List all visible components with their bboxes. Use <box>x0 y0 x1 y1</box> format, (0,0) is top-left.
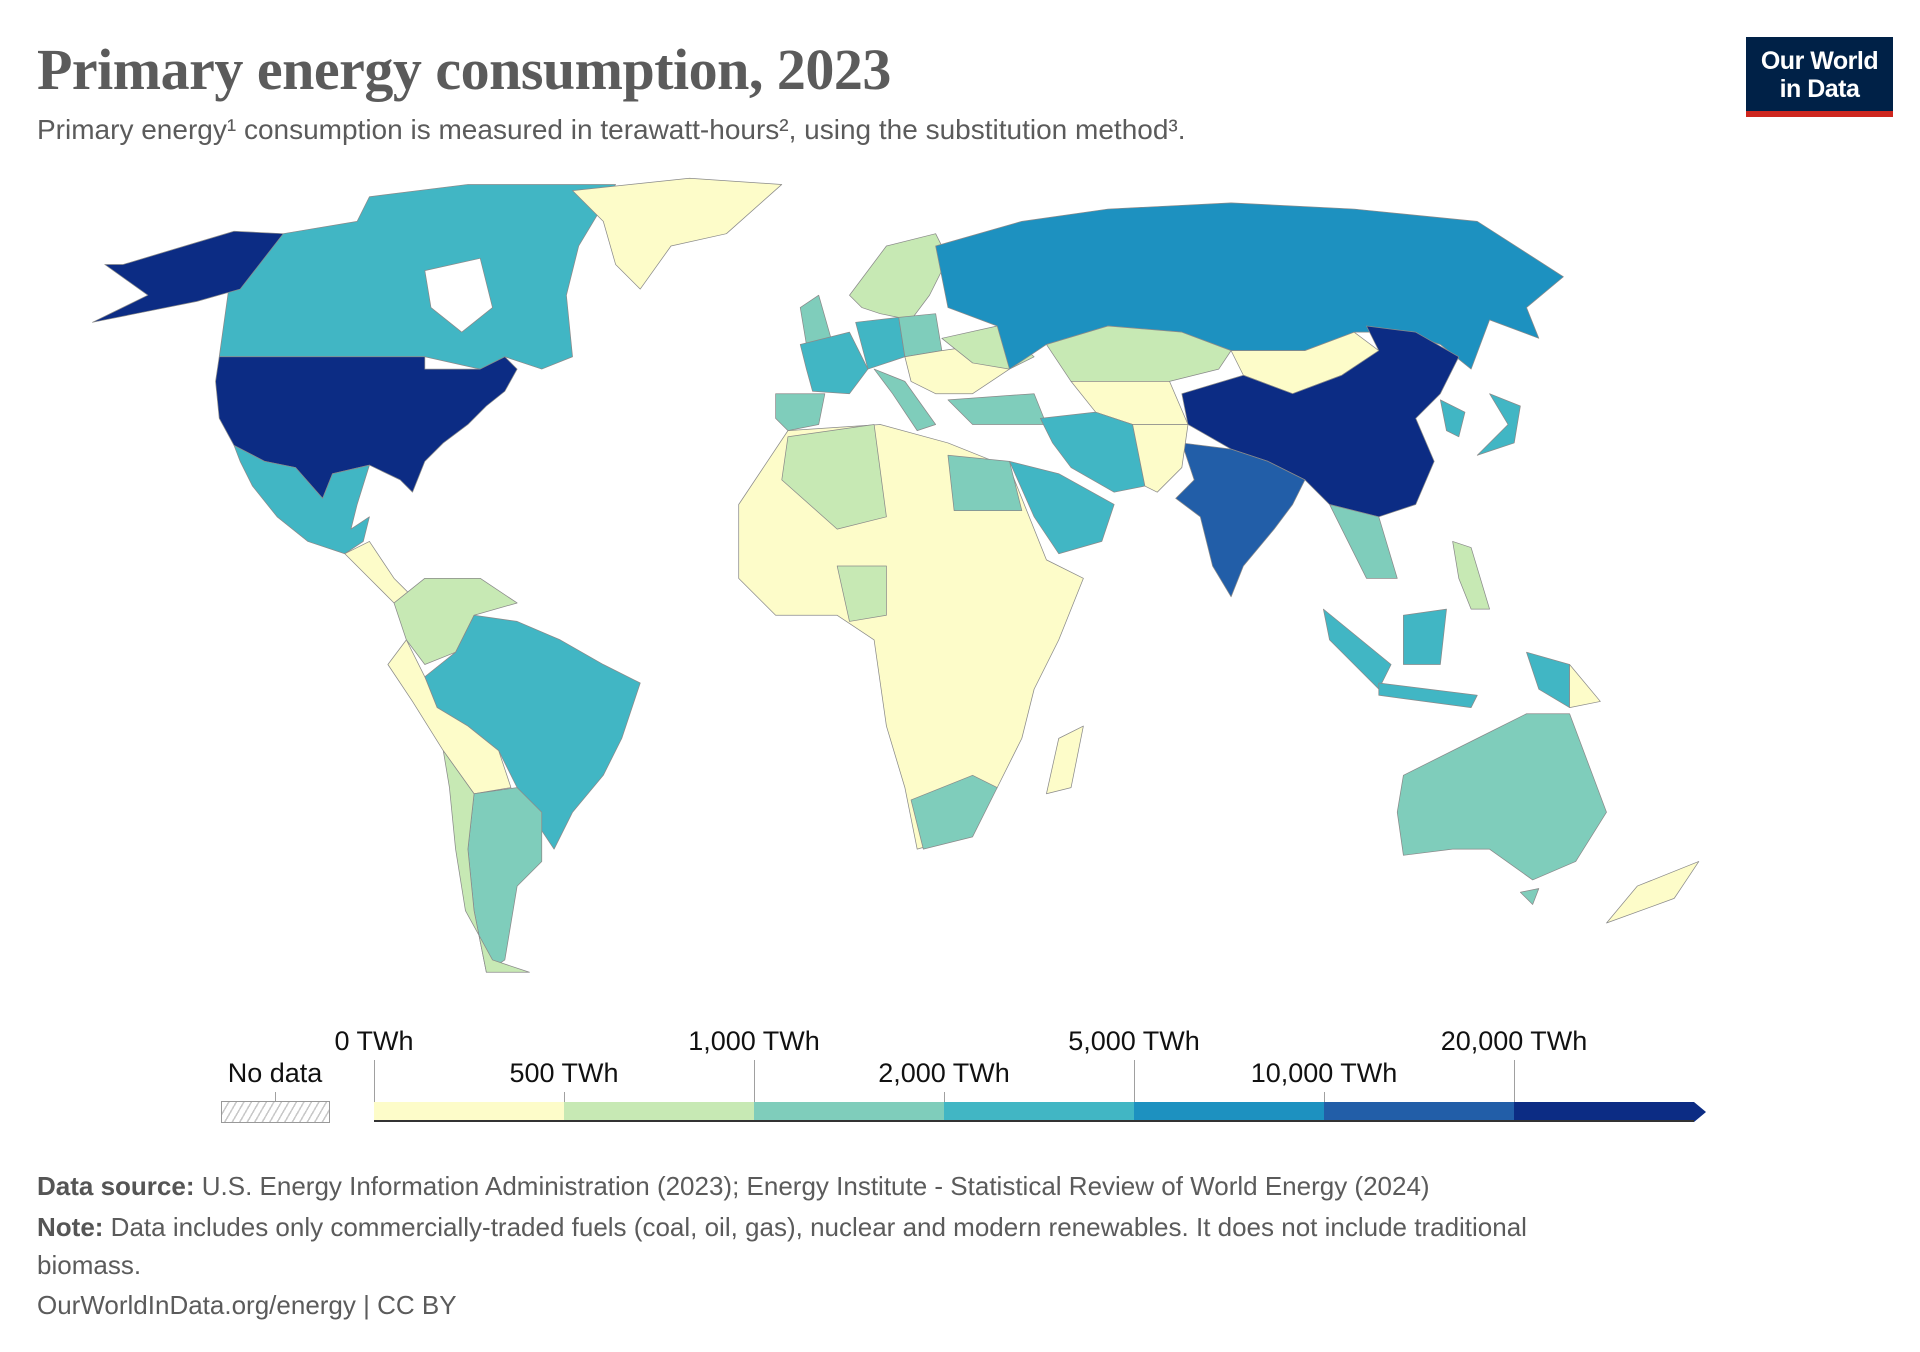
country-java[interactable] <box>1378 682 1478 708</box>
country-japan[interactable] <box>1476 393 1521 456</box>
country-alaska[interactable] <box>92 230 284 323</box>
no-data-label: No data <box>227 1058 323 1088</box>
country-turkey[interactable] <box>947 393 1047 425</box>
country-new-guinea-west[interactable] <box>1526 651 1570 708</box>
country-australia[interactable] <box>1396 713 1607 881</box>
country-sumatra[interactable] <box>1323 608 1392 690</box>
data-source: Data source: U.S. Energy Information Adm… <box>37 1171 1430 1202</box>
legend-tick-label: 1,000 TWh <box>688 1026 820 1056</box>
chart-subtitle: Primary energy¹ consumption is measured … <box>37 114 1186 145</box>
no-data-swatch <box>221 1101 330 1123</box>
legend-tick-label: 0 TWh <box>334 1026 414 1056</box>
legend-bin-4 <box>1134 1102 1324 1122</box>
legend-tick <box>374 1060 375 1102</box>
legend-bin-0 <box>374 1102 564 1122</box>
country-papua-new-guinea[interactable] <box>1569 664 1601 708</box>
logo-line-2: in Data <box>1779 75 1860 103</box>
logo-line-1: Our World <box>1760 47 1879 75</box>
country-spain[interactable] <box>775 393 826 432</box>
legend-tick <box>944 1092 945 1102</box>
country-united-kingdom[interactable] <box>799 294 832 345</box>
country-algeria[interactable] <box>781 424 887 530</box>
data-source-label: Data source: <box>37 1171 195 1201</box>
legend-tick <box>1134 1060 1135 1102</box>
legend-tick <box>564 1092 565 1102</box>
country-chile[interactable] <box>442 750 530 973</box>
legend-tick <box>1514 1060 1515 1102</box>
country-canada[interactable] <box>218 184 616 370</box>
legend-tick-label: 500 TWh <box>509 1058 619 1088</box>
country-poland[interactable] <box>898 313 943 358</box>
legend-bin-2 <box>754 1102 944 1122</box>
legend-tick <box>1324 1092 1325 1102</box>
country-madagascar[interactable] <box>1046 725 1084 795</box>
legend-tick-label: 2,000 TWh <box>878 1058 1010 1088</box>
country-mexico[interactable] <box>233 445 370 555</box>
legend-tick-label: 5,000 TWh <box>1068 1026 1200 1056</box>
hudson-bay <box>424 257 493 333</box>
country-philippines[interactable] <box>1452 541 1490 610</box>
note-continued: biomass. <box>37 1250 142 1280</box>
country-nordics[interactable] <box>849 233 949 321</box>
country-tasmania[interactable] <box>1519 888 1540 905</box>
owid-logo[interactable]: Our World in Data <box>1746 37 1893 117</box>
country-nigeria[interactable] <box>836 565 887 622</box>
country-france[interactable] <box>799 331 869 395</box>
note-text: Data includes only commercially-traded f… <box>110 1212 1527 1242</box>
country-southeast-asia[interactable] <box>1329 504 1398 579</box>
country-russia[interactable] <box>935 202 1564 370</box>
country-borneo[interactable] <box>1403 608 1447 665</box>
country-south-africa[interactable] <box>910 774 998 850</box>
legend-tick <box>754 1060 755 1102</box>
country-egypt[interactable] <box>947 454 1023 512</box>
country-italy[interactable] <box>873 368 937 432</box>
note-label: Note: <box>37 1212 104 1242</box>
country-saudi-arabia[interactable] <box>1009 461 1115 555</box>
chart-title: Primary energy consumption, 2023 <box>37 37 891 102</box>
legend-bin-1 <box>564 1102 754 1122</box>
country-central-america[interactable] <box>344 541 413 604</box>
legend-tick-label: 20,000 TWh <box>1440 1026 1588 1056</box>
country-iran[interactable] <box>1039 411 1146 493</box>
source-url-link[interactable]: OurWorldInData.org/energy | CC BY <box>37 1290 457 1320</box>
country-india[interactable] <box>1175 442 1306 598</box>
legend-bin-6 <box>1514 1102 1694 1122</box>
legend-tick-label: 10,000 TWh <box>1250 1058 1398 1088</box>
world-map <box>92 177 1700 973</box>
country-korea[interactable] <box>1439 399 1466 438</box>
data-source-text: U.S. Energy Information Administration (… <box>201 1171 1430 1201</box>
country-new-zealand[interactable] <box>1606 861 1700 924</box>
legend-arrow-icon <box>1694 1102 1706 1122</box>
country-argentina[interactable] <box>467 787 543 973</box>
note: Note: Data includes only commercially-tr… <box>37 1212 1527 1243</box>
country-peru-bolivia[interactable] <box>387 639 512 795</box>
no-data-tick <box>275 1092 276 1101</box>
country-greenland[interactable] <box>572 177 783 290</box>
country-pakistan-afghanistan[interactable] <box>1132 424 1189 493</box>
legend-bin-3 <box>944 1102 1134 1122</box>
legend-bin-5 <box>1324 1102 1514 1122</box>
